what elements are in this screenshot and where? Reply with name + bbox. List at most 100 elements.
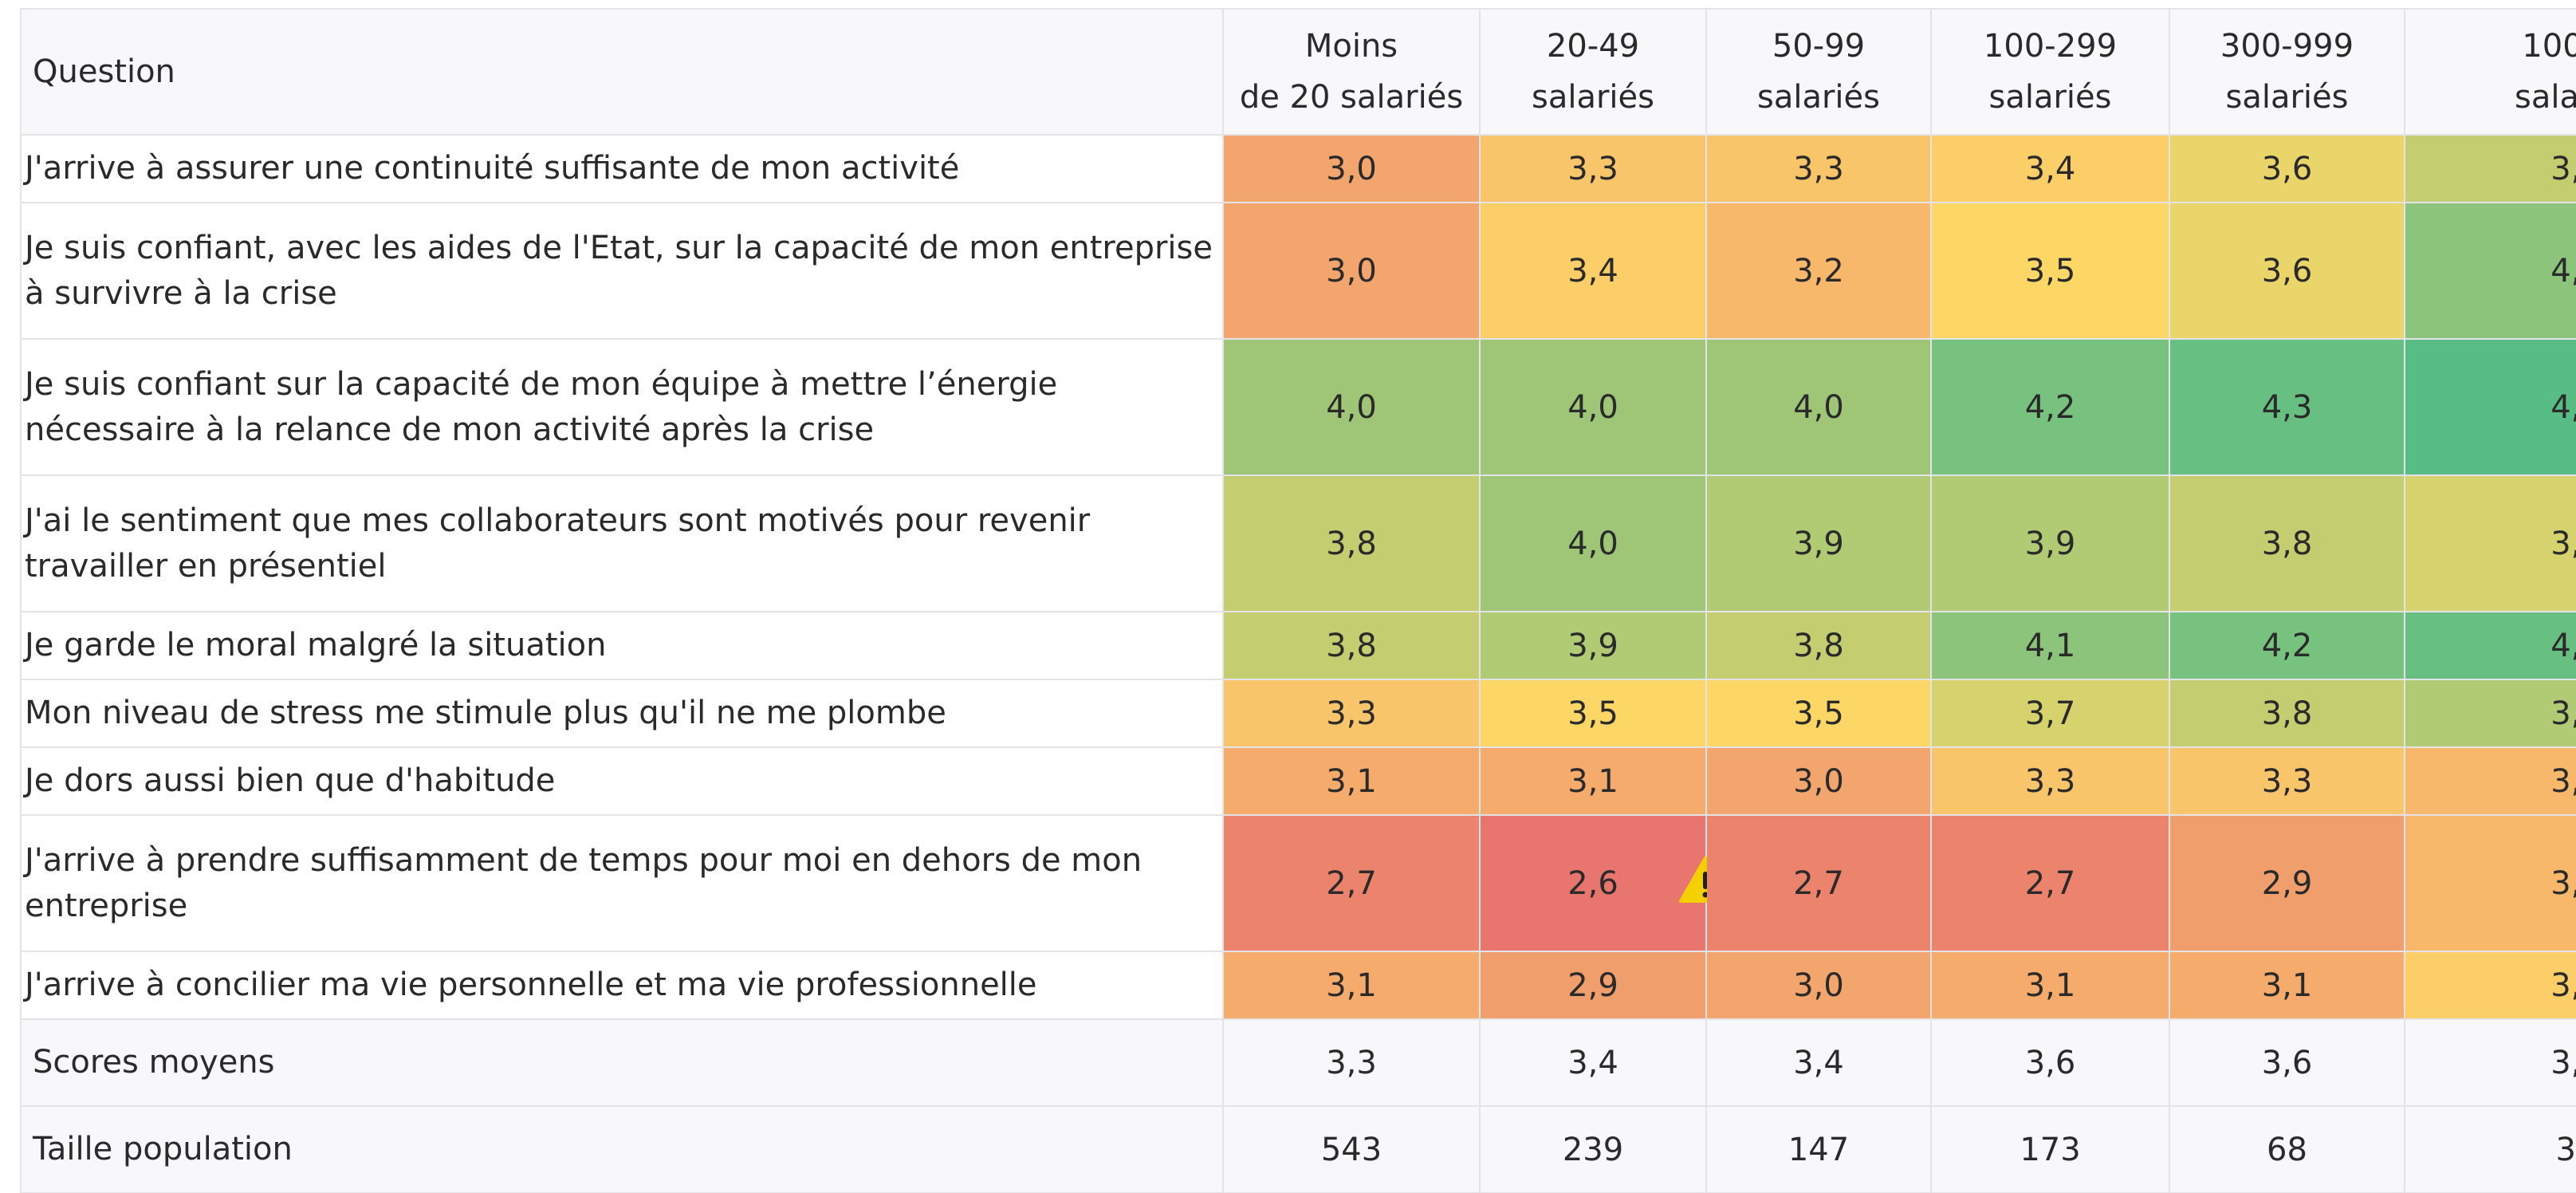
- score-cell: 3,1: [1479, 746, 1707, 816]
- header-line: 20-49: [1546, 28, 1640, 65]
- score-cell: 3,0: [1222, 202, 1481, 340]
- header-line: salariés: [1988, 79, 2112, 116]
- header-line: 1000+: [2522, 28, 2576, 65]
- header-column: Moins de 20 salariés: [1222, 8, 1481, 136]
- score-cell: 3,3: [1222, 679, 1481, 748]
- data-row: J'arrive à prendre suffisamment de temps…: [20, 814, 2576, 952]
- score-cell: 3,5: [1930, 202, 2170, 340]
- score-cell: 3,8: [1705, 611, 1932, 680]
- question-cell: J'arrive à assurer une continuité suffis…: [20, 134, 1224, 203]
- footer-cell: 3,3: [1222, 1018, 1481, 1107]
- footer-cell: 543: [1222, 1105, 1481, 1193]
- score-cell: 3,3: [1705, 134, 1932, 203]
- score-cell: 3,3: [1930, 746, 2170, 816]
- header-column: 20-49 salariés: [1479, 8, 1707, 136]
- header-line: 300-999: [2220, 28, 2354, 65]
- score-cell: 3,4: [2404, 951, 2576, 1020]
- header-line: salariés: [2225, 79, 2349, 116]
- score-cell: 3,1: [1222, 746, 1481, 816]
- header-line: Moins: [1304, 28, 1398, 65]
- score-cell: 3,8: [1222, 611, 1481, 680]
- header-column: 50-99 salariés: [1705, 8, 1932, 136]
- footer-cell: 239: [1479, 1105, 1707, 1193]
- score-cell: 4,4: [2404, 338, 2576, 476]
- header-line: salariés: [1532, 79, 1654, 116]
- score-cell: 3,3: [2169, 746, 2405, 816]
- score-cell: 2,7: [1705, 814, 1932, 952]
- score-cell: 3,0: [1222, 134, 1481, 203]
- score-cell: 3,8: [1222, 474, 1481, 612]
- question-cell: Je suis confiant sur la capacité de mon …: [20, 338, 1224, 476]
- header-line: salariés: [1757, 79, 1880, 116]
- score-cell: 3,9: [1930, 474, 2170, 612]
- header-column: 1000+ salariés: [2404, 8, 2576, 136]
- score-cell: 3,8: [2404, 134, 2576, 203]
- score-cell: 3,1: [1222, 951, 1481, 1020]
- question-cell: J'arrive à concilier ma vie personnelle …: [20, 951, 1224, 1020]
- data-row: Je garde le moral malgré la situation 3,8…: [20, 611, 2576, 680]
- score-cell: 3,2: [1705, 202, 1932, 340]
- score-cell: 3,3: [1479, 134, 1707, 203]
- header-column: 300-999 salariés: [2169, 8, 2405, 136]
- score-cell: 3,9: [1705, 474, 1932, 612]
- question-cell: J'ai le sentiment que mes collaborateurs…: [20, 474, 1224, 612]
- score-cell: 2,9: [1479, 951, 1707, 1020]
- footer-label: Taille population: [20, 1105, 1224, 1193]
- score-cell: 4,2: [1930, 338, 2170, 476]
- score-cell: 3,9: [2404, 679, 2576, 748]
- score-cell: 4,3: [2404, 611, 2576, 680]
- data-row: Je suis confiant sur la capacité de mon …: [20, 338, 2576, 476]
- footer-cell: 3,4: [1705, 1018, 1932, 1107]
- footer-row: Taille population5432391471736833: [20, 1105, 2576, 1193]
- score-cell: 3,9: [1479, 611, 1707, 680]
- score-cell: 3,1: [1930, 951, 2170, 1020]
- score-cell: 2,7: [1222, 814, 1481, 952]
- footer-cell: 3,4: [1479, 1018, 1707, 1107]
- score-cell: 4,0: [1479, 338, 1707, 476]
- score-cell: 3,7: [2404, 474, 2576, 612]
- score-cell: 3,2: [2404, 814, 2576, 952]
- footer-cell: 3,8: [2404, 1018, 2576, 1107]
- footer-cell: 173: [1930, 1105, 2170, 1193]
- data-row: J'ai le sentiment que mes collaborateurs…: [20, 474, 2576, 612]
- header-line: salariés: [2515, 79, 2576, 116]
- score-cell: 4,0: [1479, 474, 1707, 612]
- score-cell: 4,2: [2169, 611, 2405, 680]
- footer-cell: 3,6: [2169, 1018, 2405, 1107]
- question-cell: J'arrive à prendre suffisamment de temps…: [20, 814, 1224, 952]
- score-cell: 3,8: [2169, 679, 2405, 748]
- score-cell: 3,5: [1705, 679, 1932, 748]
- header-row: Question Moins de 20 salariés 20-49 salarié…: [20, 8, 2576, 136]
- footer-cell: 33: [2404, 1105, 2576, 1193]
- question-cell: Mon niveau de stress me stimule plus qu'…: [20, 679, 1224, 748]
- score-cell: 3,4: [1930, 134, 2170, 203]
- score-cell: 4,3: [2169, 338, 2405, 476]
- score-cell: 3,1: [2169, 951, 2405, 1020]
- header-column: 100-299 salariés: [1930, 8, 2170, 136]
- score-cell: 4,1: [1930, 611, 2170, 680]
- score-cell: 2,6: [1479, 814, 1732, 952]
- data-row: J'arrive à assurer une continuité suffis…: [20, 134, 2576, 203]
- score-cell: 2,7: [1930, 814, 2170, 952]
- data-row: Je dors aussi bien que d'habitude 3,1 3,1 3…: [20, 746, 2576, 816]
- footer-cell: 68: [2169, 1105, 2405, 1193]
- data-row: Mon niveau de stress me stimule plus qu'…: [20, 679, 2576, 748]
- score-cell: 2,9: [2169, 814, 2405, 952]
- score-cell: 3,8: [2169, 474, 2405, 612]
- score-cell: 3,4: [1479, 202, 1707, 340]
- score-cell: 3,6: [2169, 202, 2405, 340]
- header-line: 100-299: [1983, 28, 2118, 65]
- score-cell: 3,2: [2404, 746, 2576, 816]
- question-cell: Je dors aussi bien que d'habitude: [20, 746, 1224, 816]
- question-cell: Je suis confiant, avec les aides de l'Et…: [20, 202, 1224, 340]
- score-cell: 3,5: [1479, 679, 1707, 748]
- score-cell: 4,1: [2404, 202, 2576, 340]
- data-row: Je suis confiant, avec les aides de l'Et…: [20, 202, 2576, 340]
- heatmap-table: Question Moins de 20 salariés 20-49 salarié…: [20, 8, 2576, 1193]
- footer-label: Scores moyens: [20, 1018, 1224, 1107]
- footer-cell: 147: [1705, 1105, 1932, 1193]
- score-cell: 3,0: [1705, 951, 1932, 1020]
- table-body: J'arrive à assurer une continuité suffis…: [20, 134, 2576, 1193]
